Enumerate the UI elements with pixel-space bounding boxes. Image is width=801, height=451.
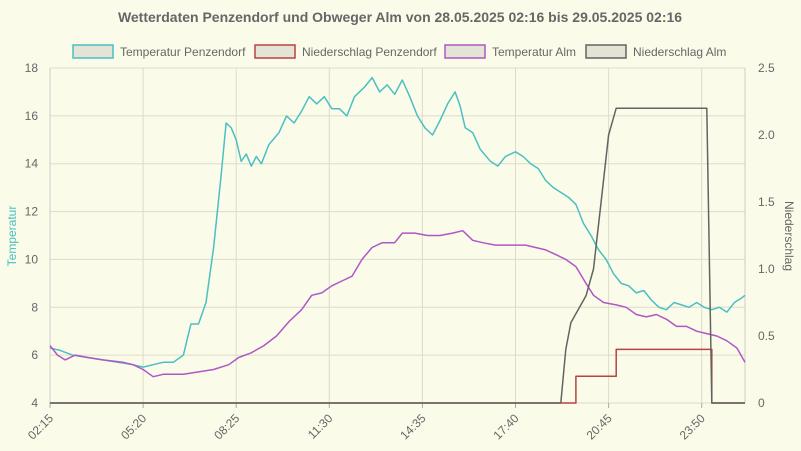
legend-label: Niederschlag Penzendorf <box>302 45 437 59</box>
y-tick-left-label: 16 <box>25 109 39 123</box>
y-axis-left: 4 6 8 10 12 14 16 18 <box>25 61 51 410</box>
y-tick-left-label: 4 <box>31 396 38 410</box>
legend-swatch <box>72 44 114 59</box>
y-tick-left-label: 10 <box>25 252 39 266</box>
legend-swatch <box>444 44 486 59</box>
y-tick-right-label: 2.0 <box>758 128 775 142</box>
legend-label: Temperatur Alm <box>492 45 576 59</box>
y-tick-left-label: 6 <box>31 348 38 362</box>
y-axis-left-label: Temperatur <box>5 206 19 267</box>
y-tick-right-label: 0.5 <box>758 329 775 343</box>
y-tick-right-label: 0 <box>758 396 765 410</box>
y-tick-left-label: 12 <box>25 205 39 219</box>
y-tick-left-label: 14 <box>25 157 39 171</box>
legend-swatch <box>585 44 627 59</box>
y-axis-right: 0 0.5 1.0 1.5 2.0 2.5 <box>744 61 775 410</box>
series-line-temperatur-alm <box>49 229 746 378</box>
y-tick-right-label: 1.0 <box>758 262 775 276</box>
legend-label: Temperatur Penzendorf <box>120 45 246 59</box>
series-line-niederschlag-alm <box>50 107 745 404</box>
series-lines <box>49 76 746 404</box>
series-line-temperatur-penzendorf <box>49 76 746 368</box>
y-tick-left-label: 18 <box>25 61 39 75</box>
y-tick-right-label: 2.5 <box>758 61 775 75</box>
chart-title: Wetterdaten Penzendorf und Obweger Alm v… <box>118 9 682 25</box>
y-tick-right-label: 1.5 <box>758 195 775 209</box>
legend: Temperatur Penzendorf Niederschlag Penzen… <box>72 44 726 59</box>
y-axis-right-label: Niederschlag <box>782 201 796 271</box>
legend-label: Niederschlag Alm <box>633 45 726 59</box>
y-tick-left-label: 8 <box>31 300 38 314</box>
legend-swatch <box>254 44 296 59</box>
